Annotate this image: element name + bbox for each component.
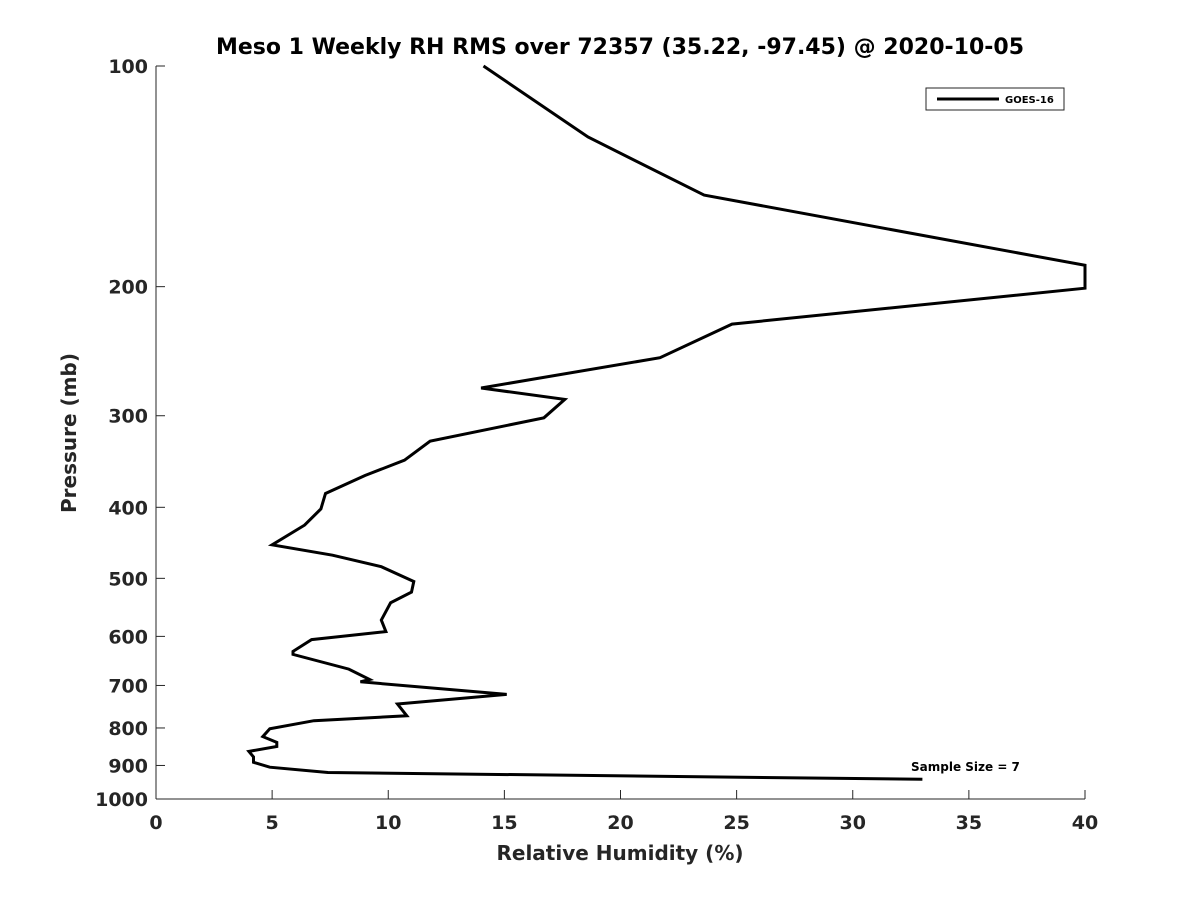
y-tick-label: 500 xyxy=(108,568,148,590)
x-tick-label: 35 xyxy=(956,812,982,834)
x-tick-label: 40 xyxy=(1072,812,1098,834)
y-tick-label: 100 xyxy=(108,56,148,78)
chart-title: Meso 1 Weekly RH RMS over 72357 (35.22, … xyxy=(216,35,1024,60)
x-tick-label: 20 xyxy=(607,812,633,834)
x-tick-label: 0 xyxy=(149,812,162,834)
series-layer xyxy=(246,64,1087,781)
x-tick-label: 10 xyxy=(375,812,401,834)
x-axis-label: Relative Humidity (%) xyxy=(496,841,743,865)
series-line-goes-16 xyxy=(246,64,1087,781)
x-tick-label: 15 xyxy=(491,812,517,834)
y-tick-label: 900 xyxy=(108,755,148,777)
y-tick-label: 400 xyxy=(108,497,148,519)
x-tick-label: 30 xyxy=(840,812,866,834)
y-tick-label: 1000 xyxy=(95,789,148,811)
y-axis-label: Pressure (mb) xyxy=(57,353,81,513)
sample-size-annotation: Sample Size = 7 xyxy=(911,760,1020,774)
y-tick-label: 700 xyxy=(108,675,148,697)
y-tick-label: 300 xyxy=(108,406,148,428)
y-tick-label: 800 xyxy=(108,718,148,740)
y-tick-label: 200 xyxy=(108,277,148,299)
y-tick-label: 600 xyxy=(108,626,148,648)
legend: GOES-16 xyxy=(925,87,1065,111)
x-axis-ticks: 0 5 10 15 20 25 30 35 40 xyxy=(149,790,1098,834)
x-tick-label: 25 xyxy=(723,812,749,834)
x-tick-label: 5 xyxy=(266,812,279,834)
y-axis-ticks: 100 200 300 400 500 600 700 800 900 1000 xyxy=(95,56,165,811)
legend-label-goes-16: GOES-16 xyxy=(1005,95,1054,106)
